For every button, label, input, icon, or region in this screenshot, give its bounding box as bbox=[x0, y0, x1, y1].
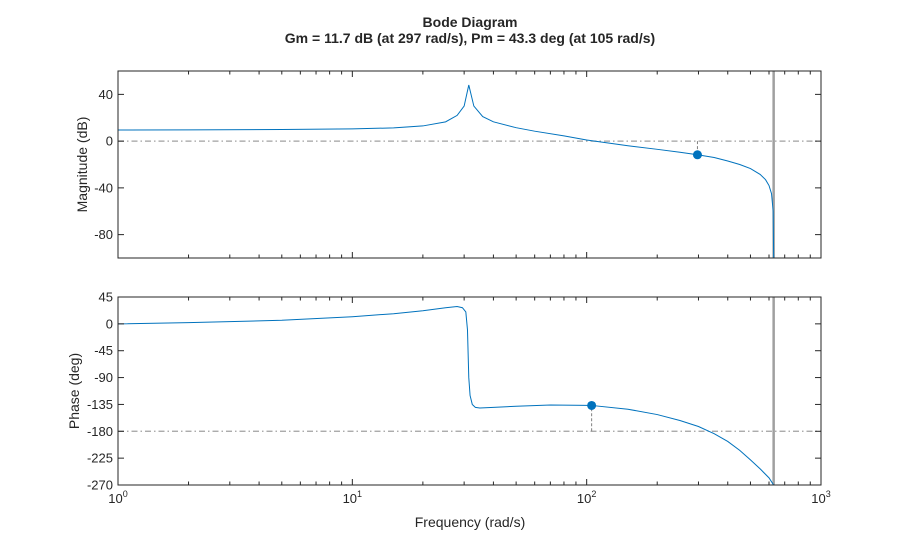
magnitude-ylabel: Magnitude (dB) bbox=[74, 117, 90, 213]
xtick-exponent: 0 bbox=[123, 489, 128, 499]
xtick-base: 10 bbox=[577, 491, 591, 506]
phase-ytick-label: -135 bbox=[87, 397, 113, 412]
magnitude-plot: Magnitude (dB) 40 0 -40 -80 bbox=[74, 70, 822, 259]
magnitude-plot-area bbox=[118, 71, 821, 258]
phase-ytick-label: -225 bbox=[87, 451, 113, 466]
frequency-xlabel: Frequency (rad/s) bbox=[415, 514, 525, 530]
phase-plot: Phase (deg) Frequency (rad/s) 45 0 -45 -90 -… bbox=[66, 290, 831, 531]
frequency-xtick-label: 100 bbox=[108, 489, 127, 506]
phase-axes-box bbox=[117, 296, 822, 486]
magnitude-curve bbox=[118, 84, 775, 258]
frequency-xtick-label: 101 bbox=[343, 489, 362, 506]
frequency-xtick-label: 102 bbox=[577, 489, 596, 506]
phase-ytick-label: 0 bbox=[106, 316, 113, 331]
phase-ytick-label: -270 bbox=[87, 478, 113, 493]
xtick-exponent: 3 bbox=[826, 489, 831, 499]
xtick-exponent: 1 bbox=[357, 489, 362, 499]
chart-title: Bode Diagram bbox=[423, 14, 518, 30]
phase-ytick-label: -180 bbox=[87, 424, 113, 439]
phase-curve bbox=[118, 306, 775, 485]
chart-subtitle: Gm = 11.7 dB (at 297 rad/s), Pm = 43.3 d… bbox=[285, 30, 655, 46]
phase-margin-marker bbox=[587, 400, 597, 410]
xtick-exponent: 2 bbox=[591, 489, 596, 499]
magnitude-ytick-label: -80 bbox=[94, 227, 113, 242]
xtick-base: 10 bbox=[811, 491, 825, 506]
magnitude-axes-box bbox=[117, 70, 822, 259]
magnitude-ytick-label: 40 bbox=[99, 87, 113, 102]
xtick-base: 10 bbox=[343, 491, 357, 506]
xtick-base: 10 bbox=[108, 491, 122, 506]
magnitude-margin-marker bbox=[692, 150, 702, 160]
phase-ytick-label: -90 bbox=[94, 370, 113, 385]
phase-ytick-label: -45 bbox=[94, 343, 113, 358]
magnitude-ytick-label: 0 bbox=[106, 134, 113, 149]
phase-ylabel: Phase (deg) bbox=[66, 353, 82, 429]
phase-ytick-label: 45 bbox=[99, 290, 113, 305]
magnitude-ytick-label: -40 bbox=[94, 180, 113, 195]
frequency-xtick-label: 103 bbox=[811, 489, 830, 506]
